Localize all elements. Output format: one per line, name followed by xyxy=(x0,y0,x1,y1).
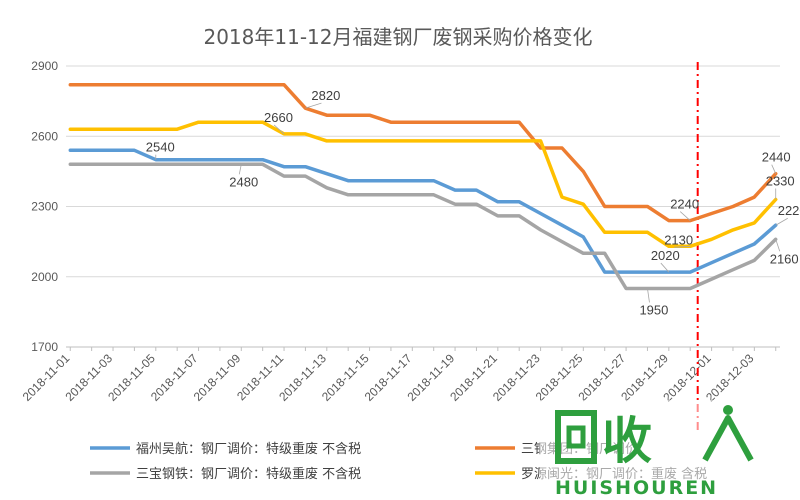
label-leader xyxy=(660,262,670,273)
data-label: 2160 xyxy=(770,251,799,266)
data-label: 2440 xyxy=(762,150,791,165)
label-leader xyxy=(679,211,691,221)
label-leader xyxy=(674,245,691,248)
label-leader xyxy=(775,217,788,226)
y-tick-label: 1700 xyxy=(31,340,58,354)
y-tick-label: 2300 xyxy=(31,200,58,214)
data-label: 2540 xyxy=(146,140,175,155)
watermark-logo-text: 收 xyxy=(602,412,652,470)
watermark-person-head xyxy=(723,405,733,415)
series-lines xyxy=(68,82,778,291)
chart-title: 2018年11-12月福建钢厂废钢采购价格变化 xyxy=(203,25,592,49)
data-label: 2330 xyxy=(766,173,795,188)
data-labels: 2540 2020 2220 2820 2240 2440 2480 1950 2160 2660… xyxy=(146,88,800,317)
label-leader xyxy=(273,124,285,135)
data-label: 1950 xyxy=(639,302,668,317)
label-leader xyxy=(238,164,242,175)
data-label: 2130 xyxy=(664,232,693,247)
legend-label: 福州吴航：钢厂调价：特级重废 不含税 xyxy=(136,441,361,457)
label-leader xyxy=(647,288,650,303)
label-leader xyxy=(771,164,777,174)
data-label: 2820 xyxy=(311,88,340,103)
data-label: 2240 xyxy=(670,197,699,212)
watermark-person-icon xyxy=(702,415,754,462)
series-line-1 xyxy=(68,148,778,274)
y-tick-label: 2900 xyxy=(31,59,58,73)
label-leader xyxy=(305,102,322,109)
data-label: 2220 xyxy=(778,203,800,218)
legend-label: 三宝钢铁：钢厂调价：特级重废 不含税 xyxy=(136,466,361,482)
watermark-brand-text: HUISHOUREN xyxy=(555,477,718,499)
y-tick-label: 2000 xyxy=(31,270,58,284)
watermark-box-inner xyxy=(566,425,586,449)
data-label: 2020 xyxy=(651,248,680,263)
watermark-logo: 收 HUISHOUREN xyxy=(540,400,790,500)
series-line-4 xyxy=(68,120,778,249)
label-leader xyxy=(775,239,781,252)
series-line-2 xyxy=(68,82,778,223)
y-tick-label: 2600 xyxy=(31,129,58,143)
data-label: 2660 xyxy=(264,110,293,125)
series-line-3 xyxy=(68,162,778,291)
data-label: 2480 xyxy=(229,174,258,189)
watermark-box-outer xyxy=(555,410,597,464)
